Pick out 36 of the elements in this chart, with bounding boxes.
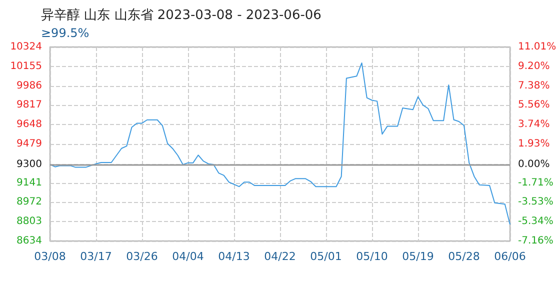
y-tick-label: 9141 [16, 177, 42, 188]
x-tick-label: 05/01 [310, 250, 342, 263]
x-tick-label: 03/08 [34, 250, 66, 263]
chart-title: 异辛醇 山东 山东省 2023-03-08 - 2023-06-06 [41, 8, 322, 23]
y2-tick-label: 9.20% [518, 60, 550, 72]
y2-tick-label: -7.16% [518, 236, 554, 246]
y2-tick-label: 7.38% [518, 80, 550, 92]
y2-tick-label: -5.34% [518, 216, 554, 228]
y-tick-label: 8972 [16, 196, 42, 208]
x-tick-label: 04/22 [264, 250, 296, 263]
y-tick-label: 9300 [16, 159, 42, 170]
x-tick-label: 04/04 [172, 250, 204, 263]
y-tick-label: 9479 [16, 138, 42, 150]
x-tick-label: 06/06 [494, 250, 526, 263]
y2-tick-label: 1.93% [518, 138, 550, 150]
y2-tick-label: 3.74% [518, 119, 550, 130]
y2-tick-label: 0.00% [518, 159, 550, 170]
y-tick-label: 9986 [16, 80, 42, 92]
y2-tick-label: 11.01% [518, 42, 556, 52]
x-tick-label: 05/10 [356, 250, 388, 263]
y-tick-label: 8634 [16, 236, 42, 246]
line-series [50, 62, 510, 225]
x-tick-label: 03/17 [80, 250, 112, 263]
y-tick-label: 10155 [10, 60, 42, 72]
y-tick-label: 10324 [10, 42, 42, 52]
y-tick-label: 8803 [16, 216, 42, 228]
x-tick-label: 04/13 [218, 250, 250, 263]
y2-tick-label: 5.56% [518, 100, 550, 111]
chart-subtitle: ≥99.5% [41, 26, 90, 40]
x-tick-label: 05/19 [402, 250, 434, 263]
x-tick-label: 03/26 [126, 250, 158, 263]
y2-tick-label: -1.71% [518, 177, 554, 188]
y-tick-label: 9817 [16, 100, 42, 111]
y2-tick-label: -3.53% [518, 196, 554, 208]
y-tick-label: 9648 [16, 119, 42, 130]
x-tick-label: 05/28 [448, 250, 480, 263]
